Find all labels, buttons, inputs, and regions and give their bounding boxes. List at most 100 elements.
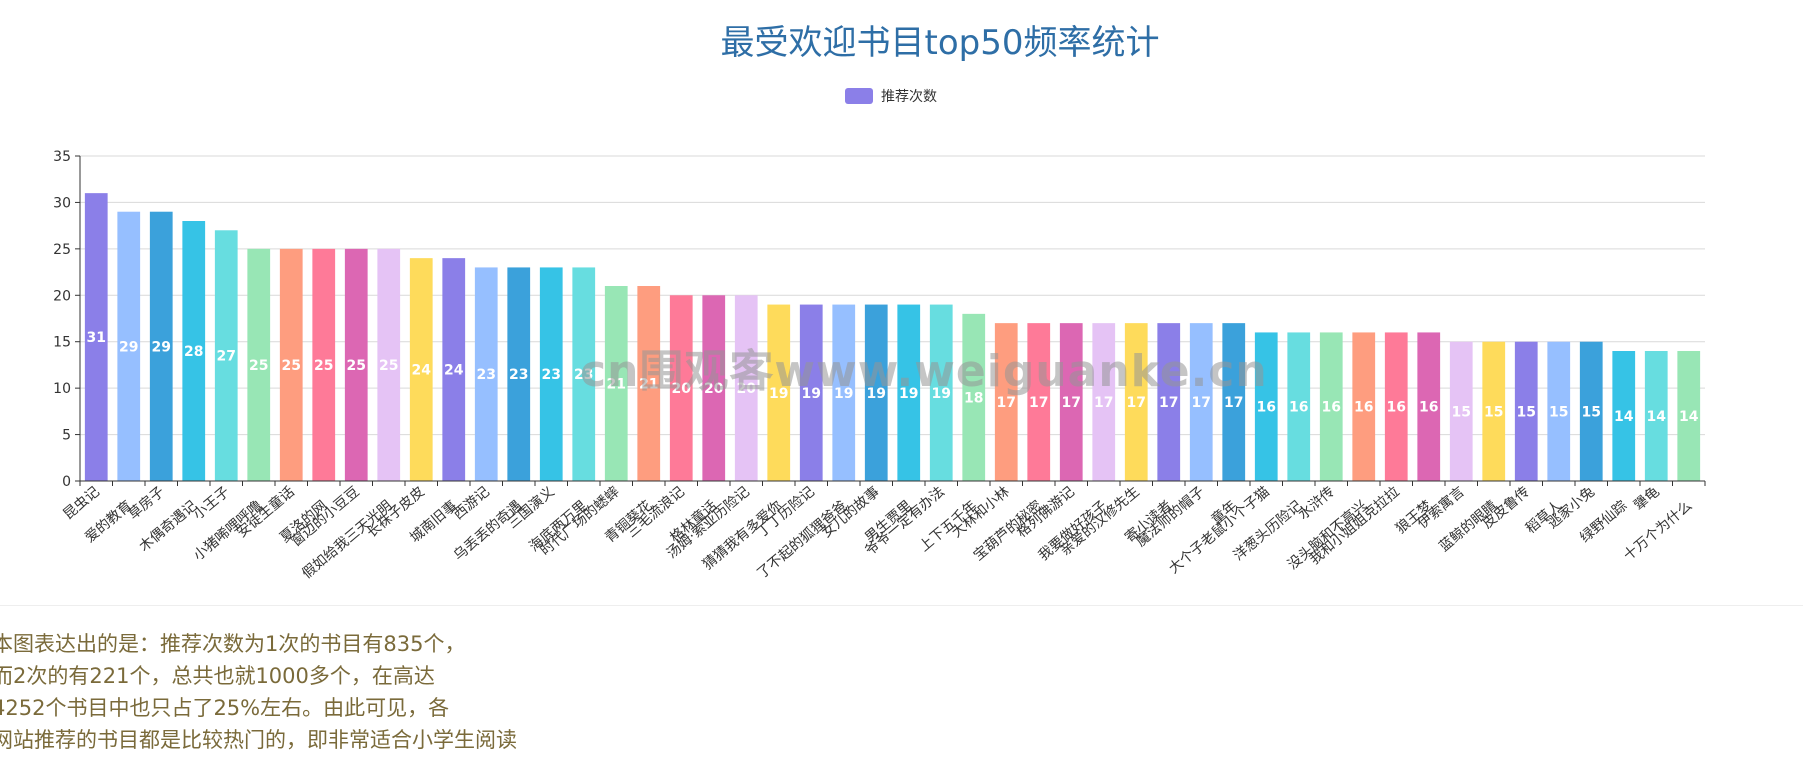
bar-data-label: 19 [802,386,821,402]
bar[interactable] [1547,341,1571,481]
bar[interactable] [1482,341,1506,481]
bar[interactable] [442,258,466,481]
bar-chart: 最受欢迎书目top50频率统计 推荐次数 0 5 10 15 20 25 30 35 31 29… [53,23,1706,582]
bar-data-label: 21 [607,377,626,393]
bar-data-label: 29 [119,339,138,355]
bar-data-label: 25 [282,358,301,374]
bar-data-label: 23 [574,367,593,383]
bar[interactable] [1027,323,1051,481]
bar-data-label: 15 [1484,404,1503,420]
bar[interactable] [1254,332,1278,481]
bar[interactable] [734,295,758,481]
x-tick-label: 十万个为什么 [1621,498,1696,564]
bars: 31 29 29 28 27 25 25 25 25 25 24 24 23 23 23 23 21 21 20 20… [84,193,1701,481]
bar[interactable] [994,323,1018,481]
bar[interactable] [474,267,498,481]
bar-data-label: 16 [1322,400,1341,416]
bar[interactable] [604,286,628,481]
bar[interactable] [1189,323,1213,481]
x-tick-label: 水浒传 [1295,484,1337,523]
bar-data-label: 19 [834,386,853,402]
y-tick-label: 15 [53,335,71,351]
bar-data-label: 21 [639,377,658,393]
bar-data-label: 20 [737,381,757,397]
bar-data-label: 31 [87,330,106,346]
bar[interactable] [1644,351,1668,481]
x-axis: 昆虫记爱的教育草房子木偶奇遇记小王子小猪唏哩呼噜安徒生童话夏洛的网窗边的小豆豆假… [60,480,1706,582]
bar-data-label: 16 [1419,400,1438,416]
summary-paragraph: 本图表达出的是：推荐次数为1次的书目有835个， 而2次的有221个，总共也就1… [0,628,592,756]
bar[interactable] [1677,351,1701,481]
bar-data-label: 20 [704,381,724,397]
bar-data-label: 17 [1224,395,1243,411]
legend-swatch[interactable] [845,88,873,104]
bar[interactable] [1579,341,1603,481]
bar[interactable] [1449,341,1473,481]
x-tick-label: 犟龟 [1631,484,1663,514]
bar[interactable] [1059,323,1083,481]
bar[interactable] [897,304,921,481]
y-tick-label: 35 [53,149,71,165]
y-tick-label: 20 [53,288,71,304]
bar-data-label: 18 [964,390,983,406]
bar-data-label: 17 [1062,395,1081,411]
bar[interactable] [507,267,531,481]
bar[interactable] [149,211,173,481]
bar[interactable] [669,295,693,481]
bar[interactable] [864,304,888,481]
bar-data-label: 16 [1289,400,1308,416]
bar[interactable] [312,248,336,481]
bar-data-label: 19 [932,386,951,402]
bar[interactable] [1319,332,1343,481]
bar-data-label: 17 [1127,395,1146,411]
bar[interactable] [539,267,563,481]
bar[interactable] [1352,332,1376,481]
x-tick-label: 小王子 [190,484,232,523]
bar-data-label: 24 [444,363,464,379]
bar[interactable] [182,221,206,481]
bar-data-label: 29 [152,339,171,355]
bar-data-label: 25 [347,358,366,374]
bar[interactable] [1287,332,1311,481]
y-tick-label: 5 [62,428,71,444]
bar[interactable] [702,295,726,481]
bar[interactable] [929,304,953,481]
bar[interactable] [1092,323,1116,481]
bar-data-label: 16 [1387,400,1406,416]
bar[interactable] [1124,323,1148,481]
bar[interactable] [767,304,791,481]
divider [0,605,1803,606]
legend-label[interactable]: 推荐次数 [881,89,937,105]
bar[interactable] [344,248,368,481]
legend[interactable]: 推荐次数 [845,88,937,105]
y-tick-label: 0 [62,474,71,490]
bar[interactable] [1417,332,1441,481]
bar-data-label: 23 [477,367,496,383]
bar[interactable] [1514,341,1538,481]
bar[interactable] [84,193,108,481]
bar[interactable] [637,286,661,481]
bar[interactable] [962,313,986,481]
bar[interactable] [1222,323,1246,481]
bar[interactable] [214,230,238,481]
bar[interactable] [1612,351,1636,481]
bar[interactable] [572,267,596,481]
bar-data-label: 15 [1582,404,1601,420]
bar[interactable] [117,211,141,481]
bar[interactable] [409,258,433,481]
bar[interactable] [1157,323,1181,481]
bar[interactable] [799,304,823,481]
bar[interactable] [377,248,401,481]
summary-line: 而2次的有221个，总共也就1000多个，在高达 [0,664,435,688]
bar-data-label: 17 [1192,395,1211,411]
bar-data-label: 14 [1679,409,1699,425]
y-tick-label: 25 [53,242,71,258]
bar[interactable] [832,304,856,481]
bar-data-label: 15 [1549,404,1568,420]
bar-data-label: 19 [899,386,918,402]
bar-data-label: 27 [217,349,236,365]
bar[interactable] [247,248,271,481]
bar[interactable] [279,248,303,481]
y-tick-label: 10 [53,381,71,397]
bar[interactable] [1384,332,1408,481]
